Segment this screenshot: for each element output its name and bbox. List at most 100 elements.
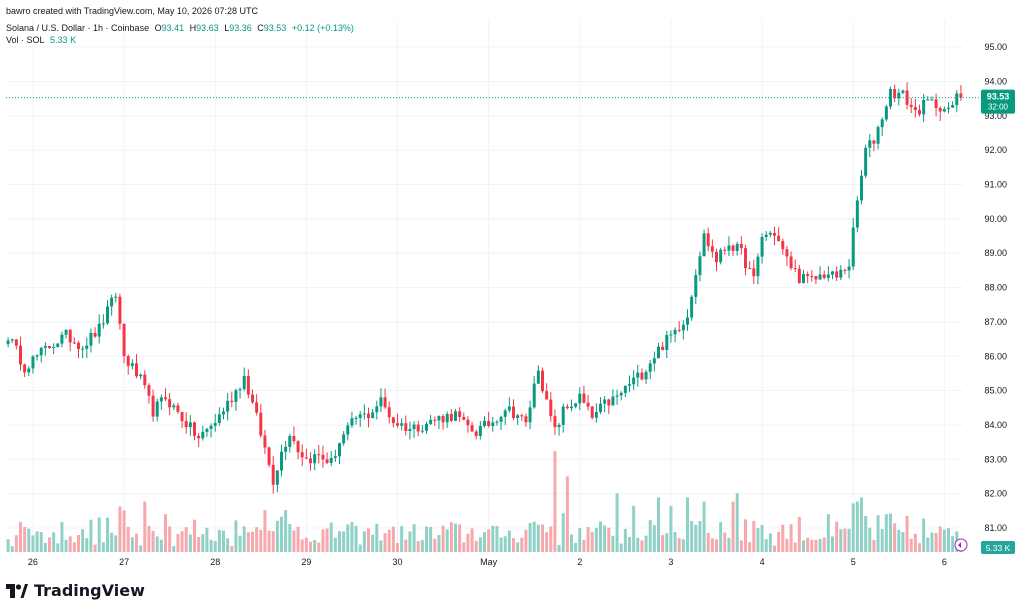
candle-body [715,251,718,263]
volume-bar [876,515,880,552]
candle-body [135,363,138,377]
volume-bar [209,539,213,552]
last-price-badge [981,89,1015,114]
candle-body [491,422,495,427]
candle-body [238,389,242,391]
x-tick-label: 2 [577,557,582,567]
volume-bar [81,529,85,552]
volume-bar [313,540,317,552]
candle-body [768,232,772,235]
y-tick-label: 82.00 [984,489,1007,499]
candle-body [665,334,669,350]
candle-body [201,431,205,439]
volume-bar [300,539,304,552]
candle-body [155,401,159,417]
candle-body [31,356,35,369]
volume-bar [433,538,437,552]
volume-bar [503,536,507,552]
candle-body [416,424,420,432]
brand-name: TradingView [34,581,145,600]
candle-body [557,424,561,428]
volume-bar [466,533,470,552]
volume-bar [669,505,673,552]
candle-body [860,175,863,201]
y-tick-label: 95.00 [984,42,1007,52]
volume-bar [868,527,872,552]
candle-body [483,420,486,427]
candle-body [259,412,263,436]
x-tick-label: May [480,557,498,567]
candle-body [826,274,830,278]
candle-body [561,406,565,425]
volume-bar [495,526,499,552]
candle-body [60,334,64,344]
volume-bar [184,527,188,552]
candle-body [868,140,872,148]
candle-body [744,248,747,269]
volume-bar [719,522,723,552]
volume-bar [706,533,710,552]
candle-body [143,374,147,386]
volume-bar [375,523,379,552]
volume-bar [702,501,706,552]
candle-body [6,340,10,344]
candle-body [354,417,358,419]
candle-body [731,245,735,252]
volume-bar [23,526,27,552]
volume-bar [325,528,329,552]
candle-body [880,119,884,128]
volume-bar [541,524,544,552]
volume-bar [818,538,822,552]
volume-bar [201,534,205,552]
volume-bar [52,532,56,552]
symbol-ohlc-legend[interactable]: Solana / U.S. Dollar · 1h · Coinbase O93… [6,23,357,33]
y-tick-label: 83.00 [984,454,1007,464]
candle-body [855,200,859,228]
candle-body [702,233,706,257]
volume-bar [317,542,321,552]
volume-bar [188,534,192,552]
symbol-label[interactable]: Solana / U.S. Dollar · 1h · Coinbase [6,23,150,33]
volume-bar [648,519,652,552]
volume-bar [321,529,325,552]
tradingview-brand[interactable]: TradingView [6,581,145,600]
volume-bar [574,542,578,552]
time-axis[interactable]: 26 27 28 29 30 May 2 3 4 5 6 [28,557,947,567]
candle-body [955,93,959,105]
candle-body [309,458,312,464]
price-axis[interactable]: 95.00 94.00 93.00 92.00 91.00 90.00 89.00 88.00… [984,42,1007,533]
volume-bars [6,451,963,552]
candle-body [938,108,942,112]
candle-body [777,235,781,241]
volume-bar [681,539,685,552]
candle-body [77,342,80,349]
volume-bar [97,517,101,552]
volume-bar [358,544,362,552]
candle-body [619,392,623,396]
candle-body [197,435,201,439]
volume-bar [872,539,876,552]
candle-body [205,428,209,432]
candle-body [445,413,449,423]
candle-body [503,410,507,417]
candle-body [267,447,271,465]
volume-bar [387,529,391,552]
volume-bar [172,546,176,552]
candle-body [648,363,652,372]
candle-body [118,296,122,324]
volume-bar [905,515,909,552]
candle-body [851,227,855,267]
volume-bar [557,544,561,552]
candle-body [292,436,296,442]
volume-bar [826,514,830,552]
candle-body [611,396,615,406]
volume-bar [288,524,292,552]
volume-legend[interactable]: Vol · SOL 5.33 K [6,35,79,45]
candle-body [607,399,611,406]
candle-body [56,343,60,348]
candle-body [404,423,408,432]
volume-bar [27,528,31,552]
volume-bar [143,501,147,552]
volume-bar [39,532,43,552]
